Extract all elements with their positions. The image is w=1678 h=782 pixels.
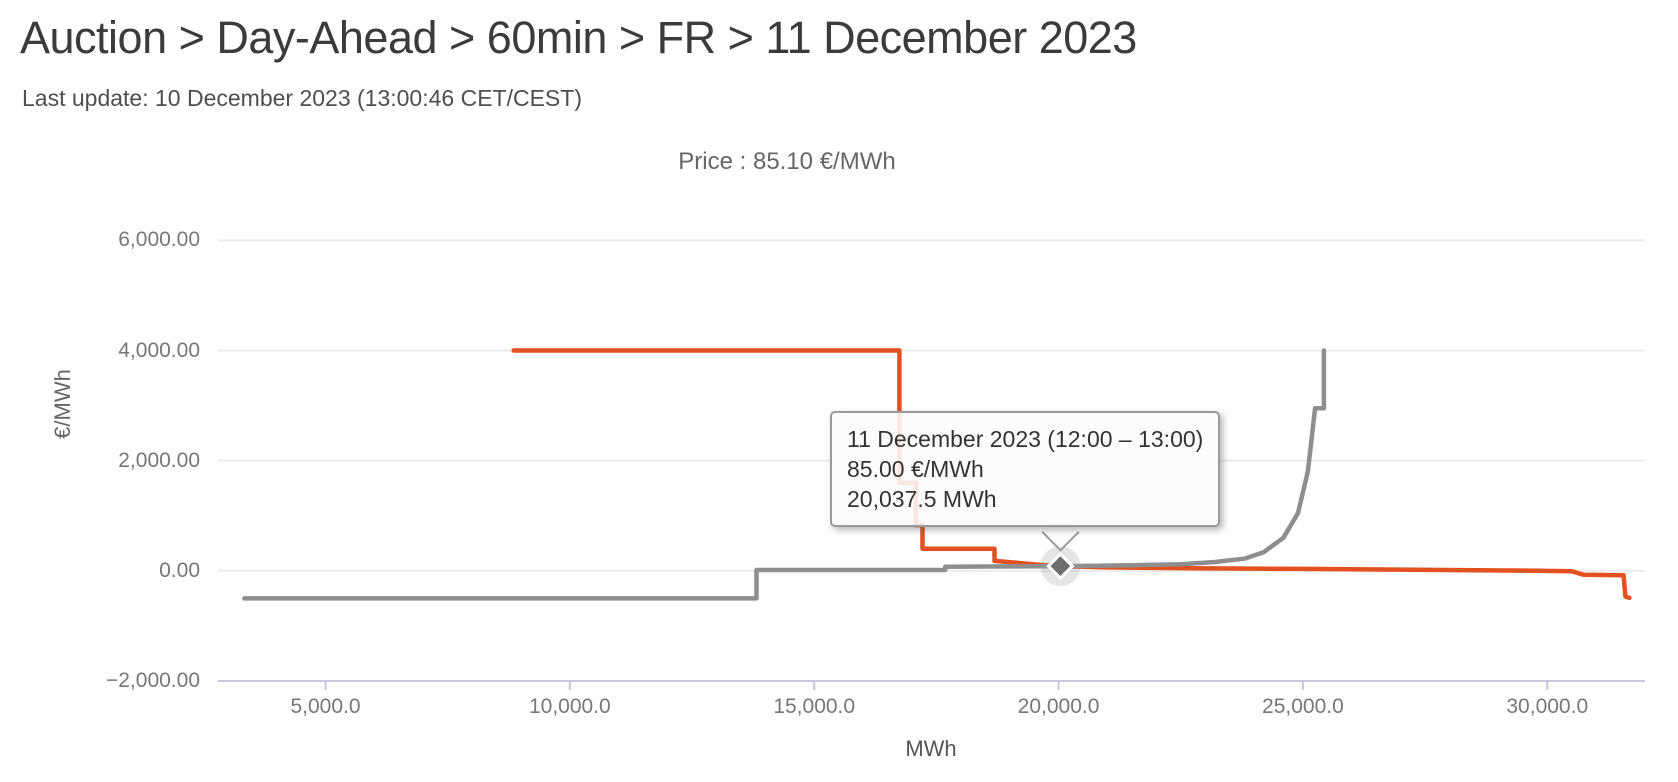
- y-tick-label-2000: 2,000.00: [118, 448, 200, 472]
- tooltip-period: 11 December 2023 (12:00 – 13:00): [847, 426, 1204, 452]
- tooltip-price: 85.00 €/MWh: [847, 456, 984, 482]
- x-axis-label: MWh: [905, 736, 957, 761]
- breadcrumb: Auction > Day-Ahead > 60min > FR > 11 De…: [20, 12, 1137, 63]
- y-tick-label--2000: −2,000.00: [105, 669, 200, 692]
- x-tick-label-5000: 5,000.0: [290, 695, 361, 718]
- tooltip-volume: 20,037.5 MWh: [847, 486, 997, 512]
- x-tick-label-20000: 20,000.0: [1017, 695, 1100, 718]
- x-tick-label-30000: 30,000.0: [1506, 695, 1589, 718]
- x-tick-label-25000: 25,000.0: [1262, 695, 1344, 718]
- chart-title: Price : 85.10 €/MWh: [678, 148, 896, 175]
- y-tick-label-4000: 4,000.00: [118, 338, 200, 362]
- selected-point-marker[interactable]: [1046, 552, 1075, 581]
- last-update: Last update: 10 December 2023 (13:00:46 …: [22, 85, 582, 111]
- supply-sell-curve[interactable]: [242, 348, 1327, 601]
- y-tick-label-0: 0.00: [159, 558, 200, 582]
- y-tick-label-6000: 6,000.00: [118, 228, 200, 252]
- x-tick-label-15000: 15,000.0: [773, 695, 856, 718]
- x-tick-label-10000: 10,000.0: [528, 695, 611, 718]
- tooltip: 11 December 2023 (12:00 – 13:00) 85.00 €…: [830, 411, 1221, 527]
